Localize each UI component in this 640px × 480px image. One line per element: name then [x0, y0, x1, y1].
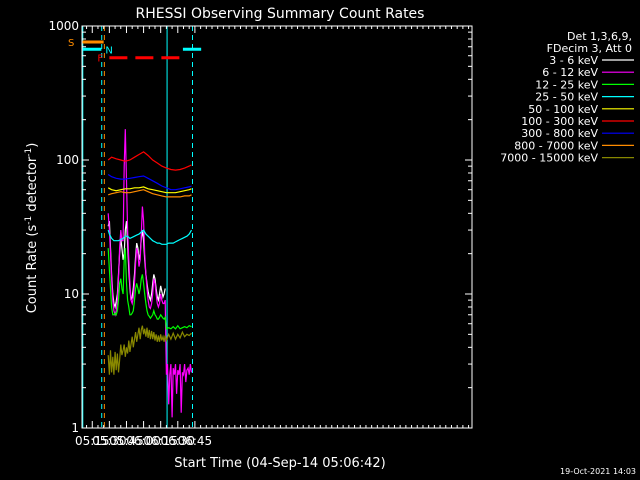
y-axis-label-part: Count Rate (s: [25, 225, 40, 314]
series-line: [107, 229, 193, 245]
series-line: [107, 325, 192, 375]
y-tick-label: 100: [56, 153, 79, 167]
legend: Det 1,3,6,9, FDecim 3, Att 0 3 - 6 keV6 …: [500, 30, 634, 165]
footer-date: 19-Oct-2021 14:03: [560, 467, 636, 476]
x-axis-label: Start Time (04-Sep-14 05:06:42): [174, 456, 385, 471]
y-tick-label: 1: [71, 421, 79, 435]
legend-label: 800 - 7000 keV: [514, 139, 598, 152]
legend-label: 300 - 800 keV: [521, 127, 598, 140]
legend-label: 6 - 12 keV: [542, 66, 598, 79]
series-line: [107, 129, 193, 418]
series-line: [107, 151, 192, 171]
legend-label: 100 - 300 keV: [521, 115, 598, 128]
x-tick-label: 05:30: [92, 434, 127, 448]
y-tick-label: 1000: [48, 19, 79, 33]
series-line: [107, 173, 192, 191]
legend-label: 7000 - 15000 keV: [500, 152, 598, 165]
series-line: [108, 189, 192, 198]
legend-label: 25 - 50 keV: [535, 91, 598, 104]
plot-frame: [81, 25, 473, 429]
flag-n-label: N: [105, 45, 112, 56]
legend-label: 12 - 25 keV: [535, 78, 598, 91]
legend-label: 3 - 6 keV: [549, 54, 598, 67]
y-axis-label-part: detector: [25, 156, 40, 216]
x-tick-label: 05:15: [75, 434, 110, 448]
chart-title: RHESSI Observing Summary Count Rates: [136, 6, 425, 22]
plot-layer: S NF: [68, 26, 202, 428]
legend-header-line: FDecim 3, Att 0: [547, 42, 632, 55]
y-tick-label: 10: [64, 287, 79, 301]
legend-label: 50 - 100 keV: [528, 103, 598, 116]
x-tick-label: 06:45: [178, 434, 213, 448]
flag-s-label: S: [68, 38, 74, 49]
x-tick-label: 06:30: [160, 434, 195, 448]
flag-f-label: F: [97, 54, 103, 65]
legend-header-line: Det 1,3,6,9,: [567, 30, 632, 43]
y-axis-label-part: ): [25, 143, 40, 148]
y-axis-label-exponent: -1: [24, 216, 34, 225]
series-line: [107, 248, 192, 330]
x-tick-label: 06:15: [143, 434, 178, 448]
x-tick-label: 06:00: [126, 434, 161, 448]
series-line: [107, 186, 192, 194]
x-tick-label: 05:45: [109, 434, 144, 448]
y-axis-label-exponent: -1: [24, 148, 34, 157]
y-axis-label: Count Rate (s-1 detector-1): [24, 143, 40, 314]
